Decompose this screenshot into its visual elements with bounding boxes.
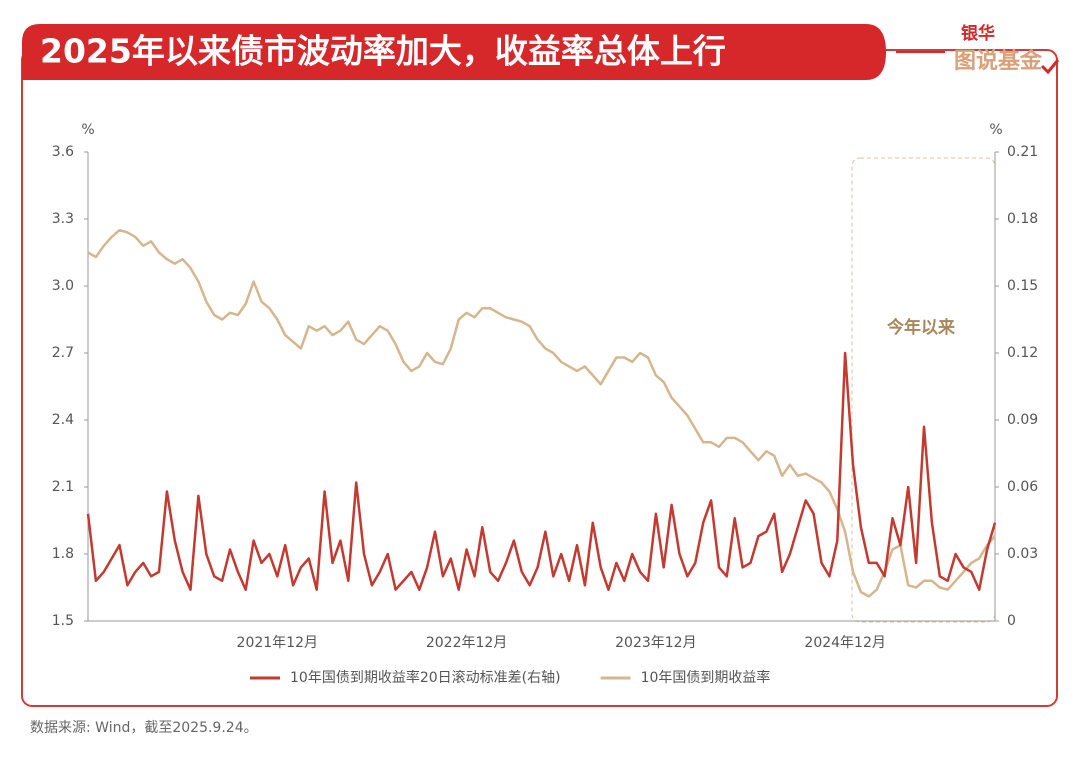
logo-line2: 图说基金 — [954, 48, 1043, 74]
y2-unit: % — [989, 122, 1002, 138]
x-tick-label: 2023年12月 — [615, 635, 696, 651]
y-tick-label: 3.6 — [52, 144, 74, 160]
x-tick-label: 2024年12月 — [804, 635, 885, 651]
title-banner — [22, 24, 886, 80]
y-tick-label: 2.1 — [52, 479, 74, 495]
y-tick-label: 3.3 — [52, 211, 74, 227]
y2-tick-label: 0.18 — [1007, 211, 1038, 227]
legend-label: 10年国债到期收益率20日滚动标准差(右轴) — [290, 669, 561, 686]
x-tick-label: 2021年12月 — [237, 635, 318, 651]
source: 数据来源: Wind，截至2025.9.24。 — [30, 720, 258, 736]
y2-tick-label: 0.03 — [1007, 546, 1038, 562]
y2-tick-label: 0.09 — [1007, 412, 1038, 428]
y2-tick-label: 0.15 — [1007, 278, 1038, 294]
series-line — [86, 351, 997, 591]
y-unit: % — [81, 122, 94, 138]
frame — [21, 49, 1058, 707]
x-tick-label: 2022年12月 — [426, 635, 507, 651]
annotation: 今年以来 — [887, 317, 956, 338]
legend-label: 10年国债到期收益率 — [641, 669, 771, 686]
y2-tick-label: 0 — [1007, 613, 1016, 629]
y-tick-label: 3.0 — [52, 278, 74, 294]
chart-title: 2025年以来债市波动率加大，收益率总体上行 — [40, 32, 726, 71]
y-tick-label: 2.7 — [52, 345, 74, 361]
y2-tick-label: 0.12 — [1007, 345, 1038, 361]
y2-tick-label: 0.06 — [1007, 479, 1038, 495]
logo-line1: 银华 — [961, 23, 995, 44]
series-line — [87, 228, 996, 598]
y2-tick-label: 0.21 — [1007, 144, 1038, 160]
y-tick-label: 1.5 — [52, 613, 74, 629]
y-tick-label: 1.8 — [52, 546, 74, 562]
highlight-box — [851, 157, 996, 623]
logo-check — [1040, 59, 1060, 75]
y-tick-label: 2.4 — [52, 412, 74, 428]
